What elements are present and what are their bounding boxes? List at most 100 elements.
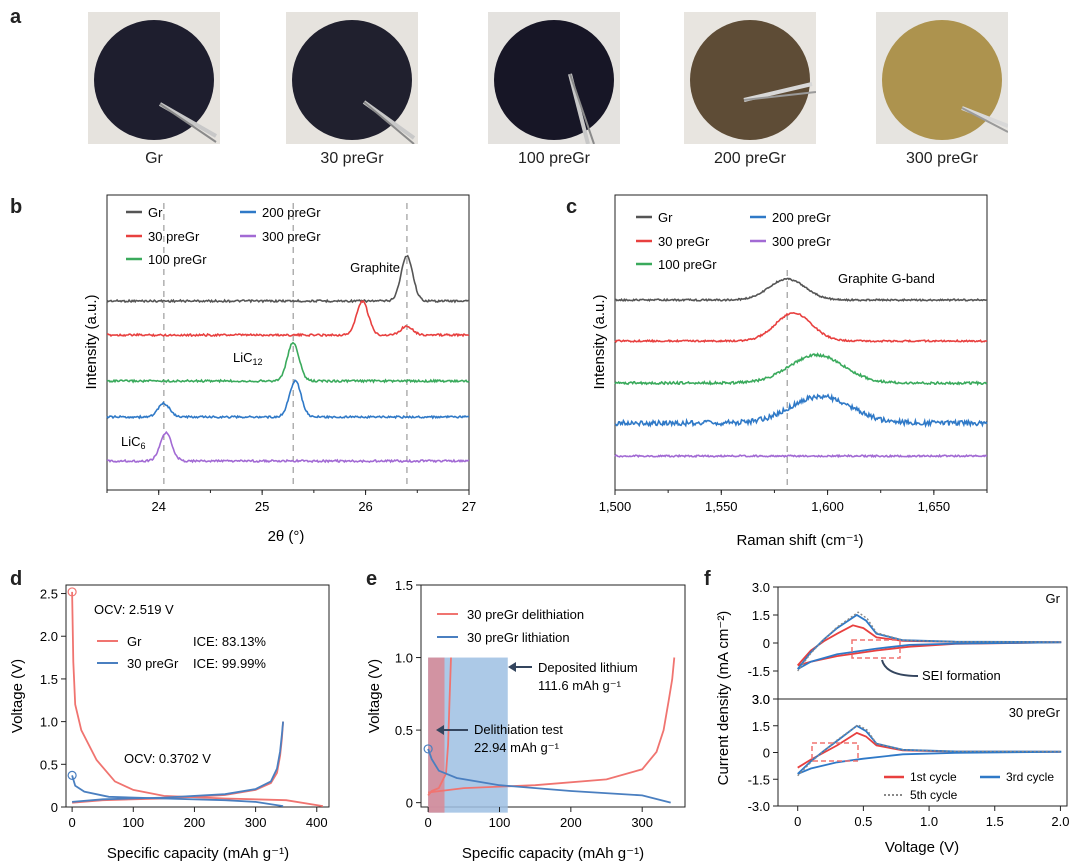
photo-disk-300pregr	[876, 12, 1008, 144]
annotation-g-band: Graphite G-band	[838, 271, 935, 286]
series-line-30-pregr-delithiation	[72, 721, 284, 803]
x-tick-label: 200	[184, 815, 206, 830]
ocv-marker	[423, 744, 433, 754]
ocv-marker	[67, 587, 77, 597]
y-tick-label: 0.5	[395, 723, 413, 738]
y-tick-label: 1.5	[40, 672, 58, 687]
x-tick-label: 0	[425, 815, 432, 830]
annotation-lic6: LiC6	[121, 434, 146, 451]
chart-f: 3.01.50-1.53.03.01.50-1.5-3.00 0.5 1.0 1.5 2…	[715, 580, 1069, 856]
x-tick-label: 0	[68, 815, 75, 830]
panel-label-e: e	[366, 568, 378, 590]
photo-label: 30 preGr	[320, 150, 384, 167]
y-tick-label: 2.5	[40, 587, 58, 602]
y-tick-label: 1.0	[395, 651, 413, 666]
x-tick-label: 1.5	[986, 814, 1004, 829]
legend-label: Gr	[658, 210, 673, 225]
annotation-sei: SEI formation	[922, 668, 1001, 683]
y-axis-label: Intensity (a.u.)	[591, 294, 608, 389]
photo-disk-30pregr	[286, 12, 418, 144]
y-tick-label: 0	[51, 800, 58, 815]
y-axis-label: Voltage (V)	[9, 659, 26, 733]
chart-c: 1,500 1,550 1,600 1,650 Gr 30 preGr 100 preGr 2…	[591, 194, 988, 549]
series-line-gr	[106, 254, 470, 304]
x-tick-label: 300	[631, 815, 653, 830]
photo-disk-100pregr	[488, 12, 620, 144]
y-tick-label: 0.5	[40, 757, 58, 772]
ocv-marker	[67, 770, 77, 780]
series-line-200-pregr	[106, 379, 470, 420]
disk	[94, 20, 214, 140]
legend-ice: ICE: 83.13%	[193, 634, 266, 649]
series-line-5th-cycle	[797, 724, 1061, 777]
x-tick-label: 1,500	[599, 499, 632, 514]
legend-label: 300 preGr	[262, 229, 321, 244]
legend-label: 100 preGr	[658, 257, 717, 272]
chart-b: 24 25 26 27 Gr 30 preGr 100 preGr 200 preGr 300 …	[83, 194, 476, 545]
photo-disk-200pregr	[684, 12, 816, 144]
series-line-30-pregr-delithiation-full-	[427, 657, 676, 794]
legend-label: 30 preGr	[127, 656, 179, 671]
sei-region-box	[851, 639, 901, 659]
x-axis-label: Voltage (V)	[885, 839, 959, 856]
x-tick-label: 1.0	[920, 814, 938, 829]
legend-label: 30 preGr lithiation	[467, 630, 570, 645]
arrow-head	[436, 725, 444, 735]
arrow-sei	[881, 659, 919, 677]
subplot-label-gr: Gr	[1046, 591, 1061, 606]
series-line-1st-cycle	[797, 624, 1062, 667]
series-line-100-pregr	[614, 352, 988, 387]
series-line-3rd-cycle	[797, 724, 1062, 775]
x-tick-label: 200	[560, 815, 582, 830]
series-line-30-pregr	[107, 299, 470, 338]
photo-label: 200 preGr	[713, 150, 787, 167]
y-tick-label: 2.0	[40, 629, 58, 644]
y-axis-label: Voltage (V)	[366, 659, 383, 733]
annotation-delithiation-test: Delithiation test	[474, 722, 563, 737]
legend-label: 30 preGr	[148, 229, 200, 244]
series-line-300-pregr	[106, 430, 470, 464]
y-tick-label: 3.0	[752, 580, 770, 595]
x-axis-label: 2θ (°)	[268, 528, 305, 545]
y-tick-label: -1.5	[748, 664, 770, 679]
x-tick-label: 27	[462, 499, 476, 514]
legend-label: 300 preGr	[772, 234, 831, 249]
panel-label-a: a	[10, 6, 22, 28]
x-tick-label: 26	[358, 499, 372, 514]
legend-ice: ICE: 99.99%	[193, 656, 266, 671]
y-tick-label: 3.0	[752, 692, 770, 707]
subplot-label-30pregr: 30 preGr	[1009, 705, 1061, 720]
legend-label: Gr	[127, 634, 142, 649]
chart-d: 0 100 200 300 400 0 0.5 1.0 1.5 2.0 2.5 Specific c…	[9, 584, 330, 862]
y-tick-label: 0	[406, 796, 413, 811]
legend-label: 3rd cycle	[1006, 770, 1054, 784]
x-tick-label: 100	[489, 815, 511, 830]
y-tick-label: -1.5	[748, 772, 770, 787]
x-tick-label: 2.0	[1051, 814, 1069, 829]
y-tick-label: 0	[763, 746, 770, 761]
panel-label-f: f	[704, 568, 711, 590]
annotation-lic12: LiC12	[233, 350, 263, 367]
legend-label: 1st cycle	[910, 770, 957, 784]
chart-e: 0 100 200 300 0 0.5 1.0 1.5 Specific capacity (…	[366, 578, 686, 862]
photo-disk-gr	[88, 12, 220, 144]
x-axis-label: Raman shift (cm⁻¹)	[736, 532, 863, 549]
disk	[494, 20, 614, 140]
x-tick-label: 0	[794, 814, 801, 829]
x-tick-label: 24	[151, 499, 165, 514]
annotation-delithiation-value: 22.94 mAh g⁻¹	[474, 740, 560, 755]
legend-label: 200 preGr	[262, 205, 321, 220]
y-tick-label: -3.0	[748, 799, 770, 814]
y-tick-label: 0	[763, 636, 770, 651]
series-line-30-pregr-lithiation	[427, 748, 671, 804]
series-line-30-pregr	[614, 311, 988, 344]
annotation-ocv-pregr: OCV: 0.3702 V	[124, 751, 211, 766]
x-axis-label: Specific capacity (mAh g⁻¹)	[107, 845, 289, 862]
series-line-200-pregr	[614, 392, 988, 429]
y-tick-label: 1.5	[395, 578, 413, 593]
panel-label-c: c	[566, 196, 578, 218]
annotation-deposited-lithium: Deposited lithium	[538, 660, 638, 675]
legend-label: Gr	[148, 205, 163, 220]
legend-label: 30 preGr	[658, 234, 710, 249]
legend-label: 200 preGr	[772, 210, 831, 225]
